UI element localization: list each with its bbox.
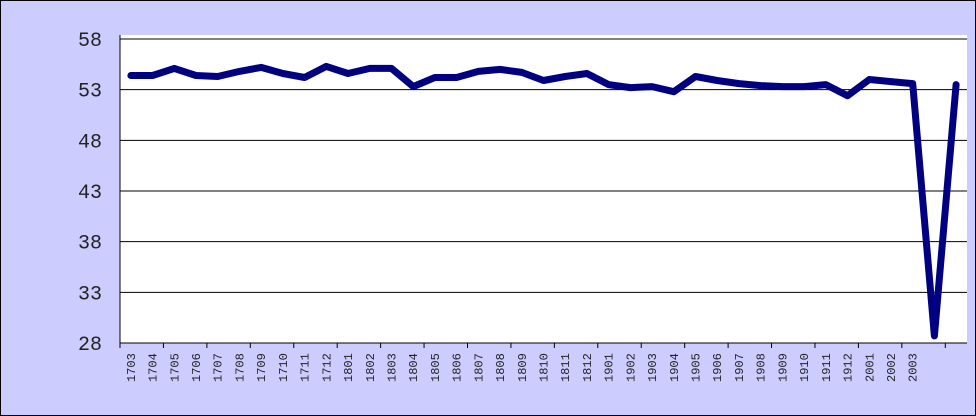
x-axis-tick-label: 1903 — [646, 353, 660, 382]
x-axis-tick-label: 2002 — [885, 353, 899, 382]
x-axis-tick-label: 1808 — [494, 353, 508, 382]
x-axis-tick-label: 1806 — [451, 353, 465, 382]
series-line — [127, 62, 960, 340]
y-axis-tick-label: 58 — [78, 30, 102, 53]
x-axis-tick-label: 1901 — [603, 353, 617, 382]
x-axis-tick-label: 1807 — [472, 353, 486, 382]
x-axis-tick-label: 1912 — [842, 353, 856, 382]
y-axis-tick-label: 33 — [78, 283, 102, 306]
x-axis-tick-label: 1906 — [711, 353, 725, 382]
x-axis-tick-label: 1801 — [342, 353, 356, 382]
x-axis-tick-label: 1908 — [755, 353, 769, 382]
y-axis-tick-label: 48 — [78, 131, 102, 154]
x-axis-tick-label: 1902 — [624, 353, 638, 382]
x-axis-tick-label: 2003 — [907, 353, 921, 382]
x-axis-tick-label: 1710 — [277, 353, 291, 382]
x-axis-tick-label: 1905 — [690, 353, 704, 382]
x-axis-tick-label: 1706 — [190, 353, 204, 382]
y-axis-tick-label: 43 — [78, 182, 102, 205]
x-axis-tick-label: 1904 — [668, 353, 682, 382]
x-axis-tick-label: 1709 — [255, 353, 269, 382]
x-axis-tick-label: 1911 — [820, 353, 834, 382]
y-axis-tick-label: 28 — [78, 334, 102, 357]
x-axis-tick-label: 1711 — [299, 353, 313, 382]
x-axis-tick-label: 1803 — [385, 353, 399, 382]
x-axis-tick-label: 1805 — [429, 353, 443, 382]
x-axis-tick-label: 1802 — [364, 353, 378, 382]
y-axis-tick-label: 38 — [78, 233, 102, 256]
x-axis-tick-label: 1704 — [147, 353, 161, 382]
x-axis-tick-label: 1708 — [233, 353, 247, 382]
x-axis-tick-label: 1809 — [516, 353, 530, 382]
x-axis-tick-label: 1712 — [320, 353, 334, 382]
x-axis-tick-label: 1812 — [581, 353, 595, 382]
x-axis-tick-label: 1703 — [125, 353, 139, 382]
x-axis-tick-label: 1811 — [559, 353, 573, 382]
y-axis-tick-label: 53 — [78, 81, 102, 104]
x-axis-tick-label: 1804 — [407, 353, 421, 382]
x-axis-tick-label: 1810 — [538, 353, 552, 382]
x-axis-tick-label: 1909 — [776, 353, 790, 382]
x-axis-tick-label: 1707 — [212, 353, 226, 382]
x-axis-tick-label: 1910 — [798, 353, 812, 382]
x-axis-tick-label: 1705 — [168, 353, 182, 382]
x-axis-tick-label: 1907 — [733, 353, 747, 382]
x-axis-tick-label: 2001 — [863, 353, 877, 382]
